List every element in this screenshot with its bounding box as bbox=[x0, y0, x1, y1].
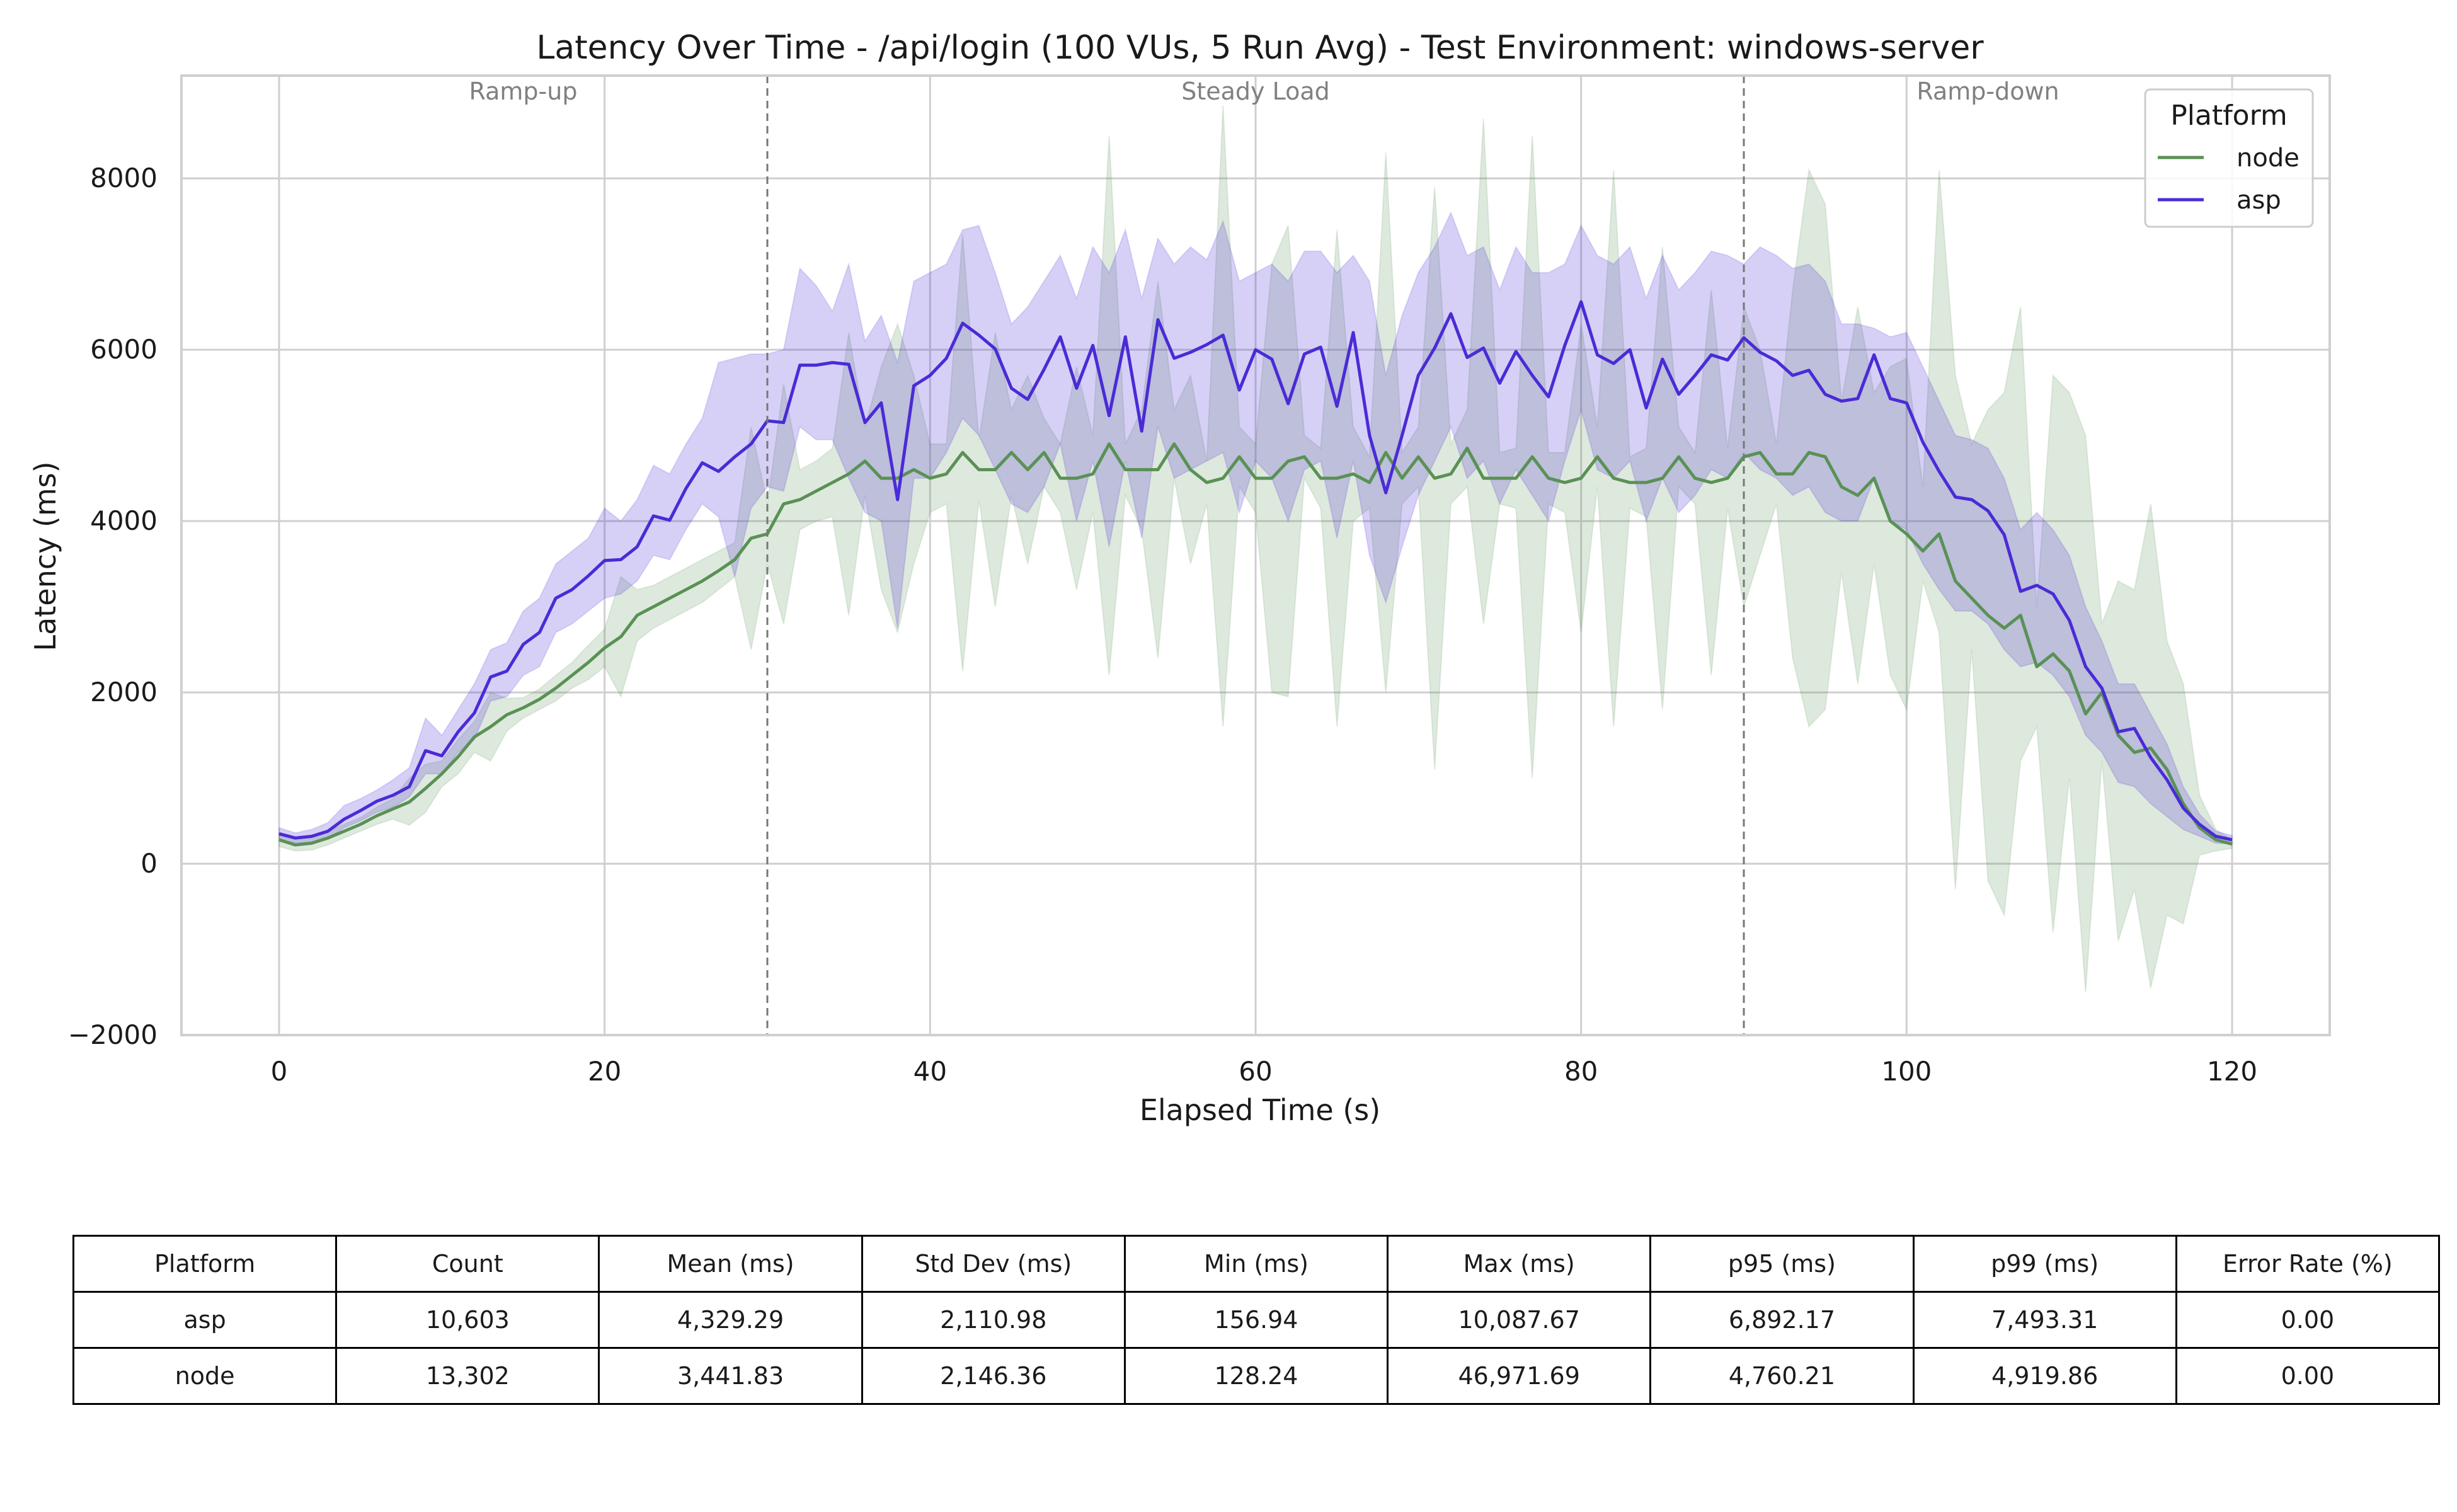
series-line-asp bbox=[278, 300, 2233, 842]
table-cell: 13,302 bbox=[335, 1347, 600, 1405]
x-tick-label: 100 bbox=[1881, 1056, 1932, 1087]
legend: Platform node asp bbox=[2144, 88, 2314, 228]
chart-title: Latency Over Time - /api/login (100 VUs,… bbox=[536, 29, 1984, 67]
header-cell: Platform bbox=[72, 1235, 338, 1293]
table-cell: 2,146.36 bbox=[861, 1347, 1126, 1405]
table-cell: 4,329.29 bbox=[598, 1291, 863, 1349]
table-cell: asp bbox=[72, 1291, 338, 1349]
header-cell: Mean (ms) bbox=[598, 1235, 863, 1293]
plot-area: Ramp-up Steady Load Ramp-down 0 20 40 60 80 100 1… bbox=[68, 74, 2331, 1087]
y-tick-label: −2000 bbox=[68, 1019, 158, 1050]
y-tick-label: 4000 bbox=[90, 505, 158, 536]
legend-box bbox=[2144, 88, 2314, 228]
table-header-row: Platform Count Mean (ms) Std Dev (ms) Mi… bbox=[72, 1235, 2441, 1293]
table-cell: 128.24 bbox=[1123, 1347, 1389, 1405]
header-cell: p95 (ms) bbox=[1649, 1235, 1915, 1293]
x-tick-label: 80 bbox=[1564, 1056, 1598, 1087]
y-axis-label: Latency (ms) bbox=[28, 461, 62, 651]
table-cell: 3,441.83 bbox=[598, 1347, 863, 1405]
legend-title: Platform bbox=[2170, 100, 2288, 132]
header-cell: Error Rate (%) bbox=[2175, 1235, 2441, 1293]
legend-label-node: node bbox=[2236, 144, 2300, 173]
table-cell: 10,087.67 bbox=[1387, 1291, 1652, 1349]
table-cell: 156.94 bbox=[1123, 1291, 1389, 1349]
legend-label-asp: asp bbox=[2236, 186, 2281, 215]
y-tick-label: 8000 bbox=[90, 163, 158, 193]
y-tick-label: 2000 bbox=[90, 677, 158, 707]
plot-frame bbox=[180, 74, 2331, 1036]
x-tick-label: 20 bbox=[588, 1056, 621, 1087]
header-cell: p99 (ms) bbox=[1912, 1235, 2177, 1293]
series-line-node bbox=[278, 442, 2233, 847]
table-cell: 4,919.86 bbox=[1912, 1347, 2177, 1405]
table-cell: node bbox=[72, 1347, 338, 1405]
phase-label: Ramp-down bbox=[1916, 77, 2059, 105]
table-cell: 0.00 bbox=[2175, 1347, 2441, 1405]
table-row: node 13,302 3,441.83 2,146.36 128.24 46,… bbox=[72, 1347, 2441, 1405]
confidence-band-node bbox=[278, 105, 2233, 993]
table-cell: 0.00 bbox=[2175, 1291, 2441, 1349]
phase-label: Steady Load bbox=[1181, 77, 1330, 105]
y-tick-label: 0 bbox=[140, 848, 158, 879]
phase-label: Ramp-up bbox=[469, 77, 578, 105]
header-cell: Min (ms) bbox=[1123, 1235, 1389, 1293]
table-cell: 7,493.31 bbox=[1912, 1291, 2177, 1349]
table-cell: 10,603 bbox=[335, 1291, 600, 1349]
table-cell: 46,971.69 bbox=[1387, 1347, 1652, 1405]
table-row: asp 10,603 4,329.29 2,110.98 156.94 10,0… bbox=[72, 1291, 2441, 1349]
x-tick-label: 0 bbox=[271, 1056, 288, 1087]
header-cell: Std Dev (ms) bbox=[861, 1235, 1126, 1293]
header-cell: Count bbox=[335, 1235, 600, 1293]
y-tick-label: 6000 bbox=[90, 334, 158, 365]
header-cell: Max (ms) bbox=[1387, 1235, 1652, 1293]
x-axis-label: Elapsed Time (s) bbox=[1140, 1093, 1380, 1127]
summary-stats-table: Platform Count Mean (ms) Std Dev (ms) Mi… bbox=[72, 1235, 2441, 1405]
table-cell: 4,760.21 bbox=[1649, 1347, 1915, 1405]
table-cell: 6,892.17 bbox=[1649, 1291, 1915, 1349]
x-tick-label: 40 bbox=[914, 1056, 947, 1087]
table-cell: 2,110.98 bbox=[861, 1291, 1126, 1349]
x-tick-label: 120 bbox=[2207, 1056, 2257, 1087]
x-tick-label: 60 bbox=[1239, 1056, 1272, 1087]
